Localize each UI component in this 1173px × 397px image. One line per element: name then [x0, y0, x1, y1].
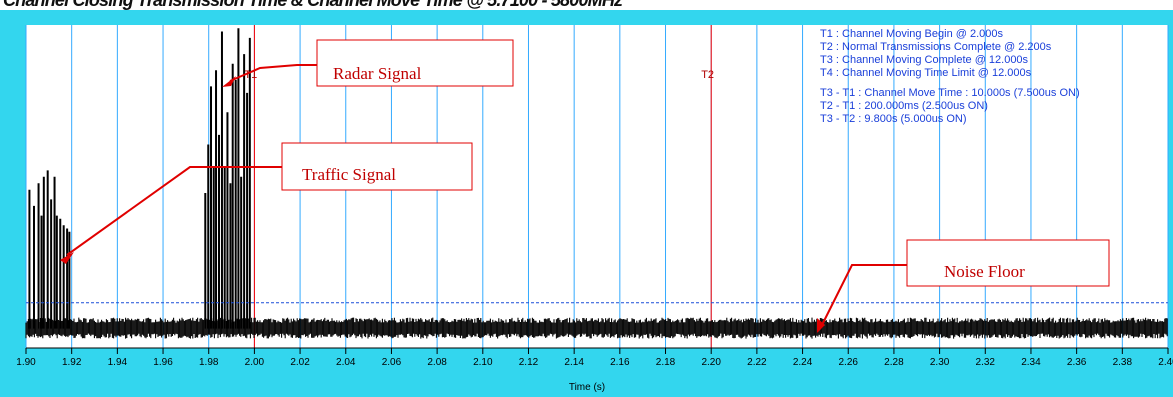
noise-callout-arrow — [820, 264, 907, 328]
x-tick-label: 2.20 — [701, 357, 721, 368]
x-tick-label: 2.36 — [1067, 357, 1087, 368]
x-tick-label: 2.34 — [1021, 357, 1041, 368]
x-axis: 1.90 1.92 1.94 1.96 1.98 2.00 2.02 2.04 2.06 2.08… — [16, 347, 1173, 368]
info-line: T2 - T1 : 200.000ms (2.500us ON) — [820, 100, 988, 112]
callouts: Radar Signal Traffic Signal Noise Floor — [60, 39, 1110, 333]
x-tick-label: 2.26 — [839, 357, 859, 368]
x-tick-label: 2.02 — [290, 357, 310, 368]
x-tick-label: 1.98 — [199, 357, 219, 368]
info-line: T3 - T1 : Channel Move Time : 10.000s (7… — [820, 87, 1080, 99]
info-line: T4 : Channel Moving Time Limit @ 12.000s — [820, 67, 1032, 79]
radar-callout-text: Radar Signal — [333, 64, 422, 83]
x-tick-label: 1.96 — [153, 357, 173, 368]
signal-bursts — [28, 28, 251, 329]
noise-floor-trace — [25, 317, 1168, 339]
x-tick-label: 2.14 — [564, 357, 584, 368]
traffic-callout-arrow — [66, 166, 282, 256]
x-tick-label: 2.12 — [519, 357, 539, 368]
info-line: T1 : Channel Moving Begin @ 2.000s — [820, 28, 1003, 40]
x-tick-label: 2.16 — [610, 357, 630, 368]
info-line: T3 - T2 : 9.800s (5.000us ON) — [820, 113, 967, 125]
info-line: T2 : Normal Transmissions Complete @ 2.2… — [820, 41, 1052, 53]
traffic-callout-box — [281, 142, 473, 191]
traffic-callout-text: Traffic Signal — [302, 165, 396, 184]
x-tick-label: 2.38 — [1113, 357, 1133, 368]
x-tick-label: 2.06 — [382, 357, 402, 368]
noise-floor-path — [25, 317, 1168, 339]
x-tick-label: 1.92 — [62, 357, 82, 368]
x-tick-label: 2.08 — [427, 357, 447, 368]
noise-callout-text: Noise Floor — [944, 262, 1025, 281]
noise-arrowhead — [817, 318, 825, 333]
time-markers: T1T2 — [244, 25, 714, 348]
radar-arrowhead — [222, 76, 236, 87]
x-tick-label: 2.30 — [930, 357, 950, 368]
x-tick-label: 2.40 — [1158, 357, 1173, 368]
radar-callout-box — [316, 39, 514, 87]
x-tick-label: 2.32 — [976, 357, 996, 368]
x-tick-label: 2.18 — [656, 357, 676, 368]
x-tick-label: 2.00 — [245, 357, 265, 368]
traffic-arrowhead — [60, 252, 74, 264]
noise-callout-box — [906, 239, 1110, 287]
x-tick-label: 2.28 — [884, 357, 904, 368]
marker-label-t2: T2 — [701, 69, 714, 81]
x-axis-label: Time (s) — [569, 382, 605, 393]
radar-callout-arrow — [229, 64, 317, 82]
chart-title: Channel Closing Transmission Time & Chan… — [3, 0, 623, 10]
x-tick-label: 1.90 — [16, 357, 36, 368]
x-tick-label: 2.10 — [473, 357, 493, 368]
x-tick-label: 2.22 — [747, 357, 767, 368]
info-line: T3 : Channel Moving Complete @ 12.000s — [820, 54, 1029, 66]
x-tick-label: 2.04 — [336, 357, 356, 368]
x-tick-label: 2.24 — [793, 357, 813, 368]
x-tick-label: 1.94 — [108, 357, 128, 368]
